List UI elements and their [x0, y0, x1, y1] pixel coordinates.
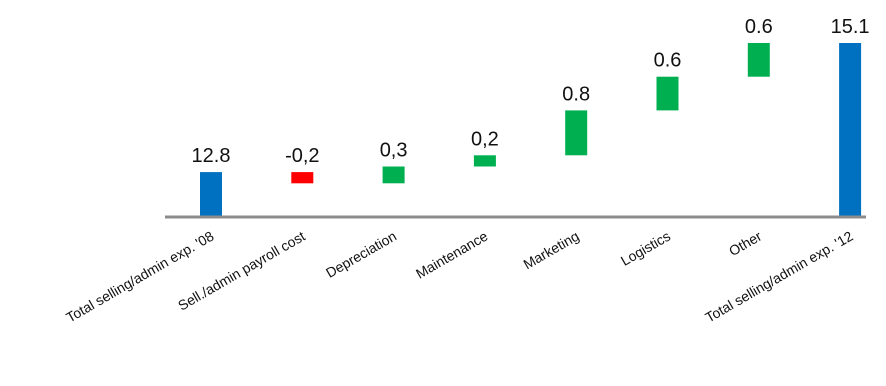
value-label-marketing: 0.8	[562, 83, 590, 105]
value-label-other: 0.6	[745, 16, 773, 38]
category-label-logistics: Logistics	[618, 228, 673, 269]
bars-layer	[200, 43, 862, 217]
value-label-total-selling-admin-exp-08: 12.8	[192, 145, 231, 167]
value-label-total-selling-admin-exp-12: 15.1	[831, 16, 870, 38]
value-label-maintenance: 0,2	[471, 128, 499, 150]
value-labels-layer: 12.8 -0,2 0,3 0,2 0.8 0.6 0.6 15.1	[192, 16, 870, 167]
category-label-marketing: Marketing	[520, 228, 581, 273]
category-label-depreciation: Depreciation	[323, 228, 399, 281]
bar-sell-admin-payroll-cost	[291, 172, 314, 184]
category-label-total-selling-admin-exp-08: Total selling/admin exp. '08	[63, 228, 216, 326]
bar-other	[747, 43, 770, 77]
bar-logistics	[656, 76, 679, 111]
category-labels-layer: Total selling/admin exp. '08Sell./admin …	[63, 228, 855, 326]
bar-maintenance	[473, 155, 496, 167]
category-label-total-selling-admin-exp-12: Total selling/admin exp. '12	[702, 228, 855, 326]
category-label-other: Other	[726, 228, 765, 260]
category-label-maintenance: Maintenance	[413, 228, 491, 282]
value-label-sell-admin-payroll-cost: -0,2	[285, 145, 319, 167]
bar-depreciation	[382, 166, 405, 184]
value-label-logistics: 0.6	[654, 50, 682, 72]
value-label-depreciation: 0,3	[380, 140, 408, 162]
bar-total-selling-admin-exp-08	[200, 172, 222, 217]
bar-total-selling-admin-exp-12	[839, 43, 862, 217]
bar-marketing	[565, 110, 588, 156]
